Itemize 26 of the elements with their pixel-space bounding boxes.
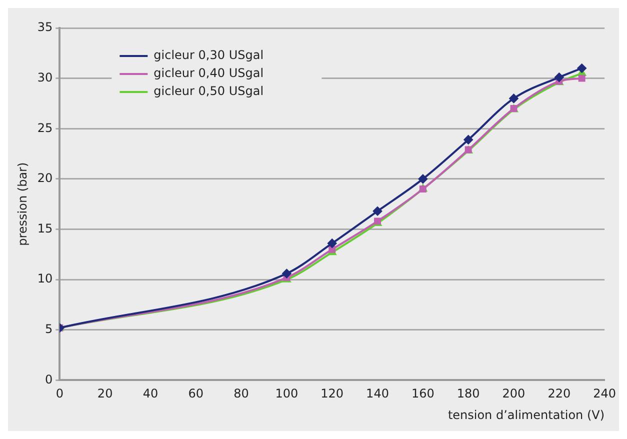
legend-label: gicleur 0,30 USgal — [154, 48, 264, 62]
y-tick-label: 0 — [45, 372, 53, 386]
legend-label: gicleur 0,50 USgal — [154, 84, 264, 98]
y-tick-label: 20 — [37, 171, 53, 186]
x-tick-label: 40 — [142, 386, 158, 401]
y-tick-label: 10 — [37, 272, 53, 286]
x-tick-label: 180 — [456, 386, 480, 401]
x-tick-label: 160 — [411, 386, 434, 401]
y-tick-label: 15 — [37, 221, 53, 236]
x-tick-label: 200 — [502, 386, 526, 401]
x-tick-label: 140 — [366, 386, 389, 401]
y-tick-label: 35 — [37, 20, 53, 34]
y-axis-title: pression (bar) — [15, 162, 30, 246]
y-tick-label: 30 — [37, 70, 53, 84]
x-tick-label: 20 — [97, 386, 113, 401]
x-tick-label: 80 — [234, 386, 249, 401]
x-axis-title: tension d’alimentation (V) — [448, 408, 605, 422]
x-tick-label: 60 — [188, 386, 204, 401]
x-tick-label: 220 — [548, 386, 571, 401]
x-tick-label: 0 — [56, 386, 64, 401]
y-tick-label: 25 — [37, 120, 53, 135]
legend-label: gicleur 0,40 USgal — [154, 66, 264, 80]
x-tick-label: 240 — [593, 386, 616, 401]
x-tick-label: 120 — [320, 386, 344, 401]
y-tick-label: 5 — [45, 322, 53, 336]
x-tick-label: 100 — [275, 386, 298, 401]
